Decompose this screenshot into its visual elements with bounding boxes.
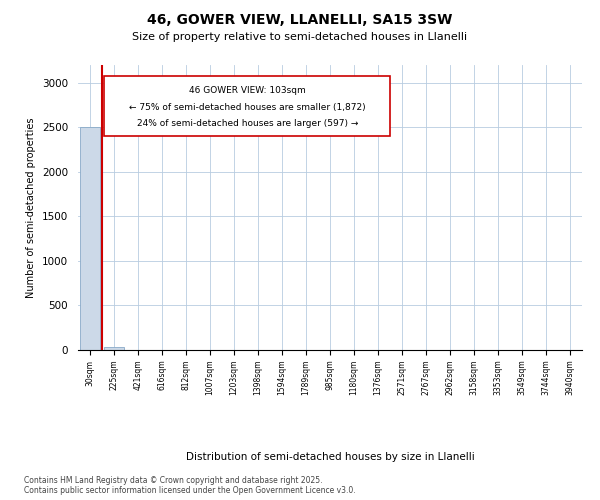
Text: ← 75% of semi-detached houses are smaller (1,872): ← 75% of semi-detached houses are smalle…: [129, 104, 365, 112]
Y-axis label: Number of semi-detached properties: Number of semi-detached properties: [26, 117, 37, 298]
Text: 46, GOWER VIEW, LLANELLI, SA15 3SW: 46, GOWER VIEW, LLANELLI, SA15 3SW: [148, 12, 452, 26]
Text: Size of property relative to semi-detached houses in Llanelli: Size of property relative to semi-detach…: [133, 32, 467, 42]
Text: Distribution of semi-detached houses by size in Llanelli: Distribution of semi-detached houses by …: [185, 452, 475, 462]
Bar: [104, 348, 124, 350]
Text: 24% of semi-detached houses are larger (597) →: 24% of semi-detached houses are larger (…: [137, 120, 358, 128]
Bar: [80, 128, 100, 350]
Text: 46 GOWER VIEW: 103sqm: 46 GOWER VIEW: 103sqm: [189, 86, 305, 96]
FancyBboxPatch shape: [104, 76, 390, 136]
Text: Contains HM Land Registry data © Crown copyright and database right 2025.
Contai: Contains HM Land Registry data © Crown c…: [24, 476, 356, 495]
